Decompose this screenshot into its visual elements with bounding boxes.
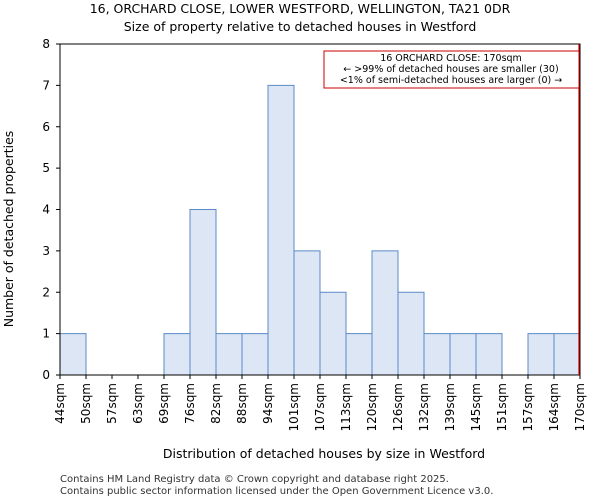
y-tick-label: 7 (42, 78, 50, 92)
bar-107sqm (319, 291, 347, 376)
annotation-line-2: ← >99% of detached houses are smaller (3… (343, 64, 558, 75)
x-tick-label: 113sqm (339, 383, 353, 431)
footer-line-2: Contains public sector information licen… (60, 486, 493, 497)
x-tick-label: 107sqm (313, 383, 327, 431)
chart-subtitle: Size of property relative to detached ho… (124, 19, 477, 34)
bar-76sqm (189, 209, 217, 376)
bar-101sqm (293, 250, 321, 376)
x-tick-label: 88sqm (235, 383, 249, 424)
bar-94sqm (267, 84, 295, 376)
y-tick-label: 1 (42, 327, 50, 341)
bar-88sqm (241, 333, 269, 376)
x-tick-label: 132sqm (417, 383, 431, 431)
x-tick-label: 126sqm (391, 383, 405, 431)
bar-44sqm (59, 333, 87, 376)
y-ticks: 0 1 2 3 4 5 6 7 8 (42, 37, 60, 382)
x-tick-label: 82sqm (209, 383, 223, 424)
footer-line-1: Contains HM Land Registry data © Crown c… (60, 474, 449, 485)
bar-132sqm (423, 333, 451, 376)
annotation-box: 16 ORCHARD CLOSE: 170sqm ← >99% of detac… (323, 50, 580, 89)
annotation-line-3: <1% of semi-detached houses are larger (… (340, 75, 562, 86)
bar-139sqm (449, 333, 477, 376)
x-tick-label: 151sqm (495, 383, 509, 431)
bar-145sqm (475, 333, 503, 376)
x-ticks: 44sqm 50sqm 57sqm 63sqm 69sqm 76sqm 82sqm 88sqm… (53, 375, 587, 431)
x-tick-label: 157sqm (521, 383, 535, 431)
y-tick-label: 3 (42, 244, 50, 258)
x-tick-label: 164sqm (547, 383, 561, 431)
y-tick-label: 8 (42, 37, 50, 51)
bar-157sqm (527, 333, 555, 376)
chart-title: 16, ORCHARD CLOSE, LOWER WESTFORD, WELLI… (90, 1, 511, 16)
bar-113sqm (345, 333, 373, 376)
y-tick-label: 0 (42, 368, 50, 382)
x-axis-label: Distribution of detached houses by size … (163, 446, 485, 461)
y-tick-label: 2 (42, 285, 50, 299)
x-tick-label: 170sqm (573, 383, 587, 431)
y-tick-label: 4 (42, 203, 50, 217)
y-axis-label: Number of detached properties (1, 131, 16, 328)
bar-82sqm (215, 333, 243, 376)
bars (59, 84, 581, 376)
plot-frame (59, 43, 581, 376)
x-tick-label: 145sqm (469, 383, 483, 431)
y-tick-label: 6 (42, 120, 50, 134)
x-tick-label: 50sqm (79, 383, 93, 424)
bar-120sqm (371, 250, 399, 376)
x-tick-label: 69sqm (157, 383, 171, 424)
annotation-line-1: 16 ORCHARD CLOSE: 170sqm (380, 53, 522, 64)
x-tick-label: 101sqm (287, 383, 301, 431)
x-tick-label: 120sqm (365, 383, 379, 431)
x-tick-label: 57sqm (105, 383, 119, 424)
bar-164sqm (553, 333, 581, 376)
bar-126sqm (397, 291, 425, 376)
x-tick-label: 63sqm (131, 383, 145, 424)
x-tick-label: 94sqm (261, 383, 275, 424)
bar-69sqm (163, 333, 191, 376)
x-tick-label: 44sqm (53, 383, 67, 424)
x-tick-label: 139sqm (443, 383, 457, 431)
y-tick-label: 5 (42, 161, 50, 175)
x-tick-label: 76sqm (183, 383, 197, 424)
